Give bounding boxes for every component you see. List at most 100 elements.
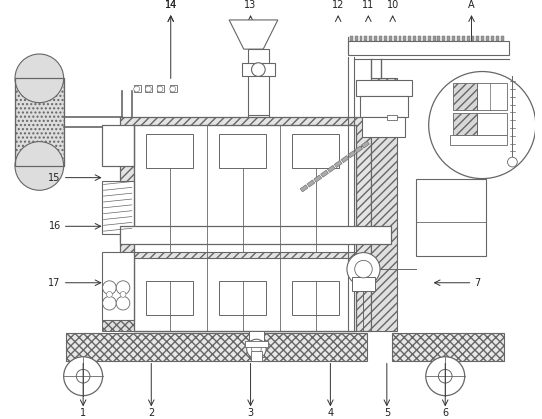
Polygon shape bbox=[334, 160, 342, 168]
Bar bbox=[392, 334, 504, 361]
Polygon shape bbox=[341, 155, 349, 163]
Bar bbox=[486, 36, 489, 41]
Text: 16: 16 bbox=[48, 221, 61, 231]
Bar bbox=[220, 134, 266, 168]
Bar bbox=[447, 36, 450, 41]
Text: 14: 14 bbox=[165, 0, 177, 10]
Bar bbox=[102, 251, 134, 320]
Polygon shape bbox=[300, 185, 308, 192]
Bar bbox=[102, 181, 134, 234]
Bar bbox=[354, 36, 358, 41]
Bar bbox=[120, 226, 391, 244]
Bar bbox=[146, 281, 193, 315]
Polygon shape bbox=[348, 151, 356, 158]
Circle shape bbox=[347, 253, 380, 286]
Bar bbox=[134, 259, 356, 331]
Bar bbox=[496, 36, 499, 41]
Circle shape bbox=[116, 281, 130, 295]
Circle shape bbox=[145, 86, 151, 92]
Bar bbox=[453, 83, 478, 111]
Text: 6: 6 bbox=[442, 408, 448, 418]
Bar bbox=[245, 341, 268, 347]
Circle shape bbox=[429, 72, 535, 178]
Bar bbox=[478, 83, 507, 111]
Bar bbox=[418, 36, 421, 41]
Bar bbox=[428, 36, 431, 41]
Bar bbox=[369, 36, 372, 41]
Bar bbox=[481, 36, 484, 41]
Bar bbox=[472, 36, 474, 41]
Bar bbox=[146, 134, 193, 168]
Bar bbox=[450, 135, 507, 145]
Polygon shape bbox=[321, 170, 328, 177]
Polygon shape bbox=[229, 20, 278, 49]
Circle shape bbox=[438, 370, 452, 383]
Bar bbox=[356, 80, 412, 96]
Text: 8: 8 bbox=[474, 232, 481, 242]
Polygon shape bbox=[354, 146, 363, 153]
Bar bbox=[250, 351, 262, 361]
Bar bbox=[134, 85, 140, 92]
Text: A: A bbox=[468, 0, 475, 10]
Bar bbox=[170, 85, 177, 92]
Bar bbox=[359, 36, 363, 41]
Bar bbox=[393, 36, 397, 41]
Bar bbox=[462, 36, 464, 41]
Bar bbox=[15, 78, 63, 166]
Circle shape bbox=[354, 260, 372, 278]
Bar bbox=[491, 36, 494, 41]
Circle shape bbox=[116, 296, 130, 310]
Bar bbox=[220, 281, 266, 315]
Text: 10: 10 bbox=[386, 0, 399, 10]
Circle shape bbox=[251, 63, 265, 76]
Polygon shape bbox=[327, 166, 335, 173]
Bar bbox=[145, 85, 152, 92]
Text: 12: 12 bbox=[332, 0, 344, 10]
Bar bbox=[379, 36, 382, 41]
Circle shape bbox=[247, 339, 266, 359]
Bar bbox=[413, 36, 416, 41]
Bar bbox=[453, 114, 478, 135]
Bar bbox=[120, 117, 371, 331]
Circle shape bbox=[15, 142, 63, 190]
Bar bbox=[102, 125, 134, 166]
Polygon shape bbox=[362, 141, 369, 148]
Bar bbox=[157, 85, 164, 92]
Text: 7: 7 bbox=[474, 278, 481, 288]
Circle shape bbox=[507, 157, 517, 167]
Bar bbox=[389, 36, 392, 41]
Circle shape bbox=[15, 54, 63, 103]
Text: 13: 13 bbox=[244, 0, 257, 10]
Text: 17: 17 bbox=[48, 278, 61, 288]
Bar bbox=[249, 331, 264, 357]
Bar bbox=[398, 36, 402, 41]
Text: 3: 3 bbox=[248, 408, 254, 418]
Circle shape bbox=[251, 344, 261, 354]
Bar bbox=[242, 63, 275, 76]
Circle shape bbox=[102, 281, 116, 295]
Bar bbox=[371, 78, 397, 331]
Text: 14: 14 bbox=[165, 0, 177, 10]
Circle shape bbox=[76, 370, 90, 383]
Bar bbox=[66, 334, 367, 361]
Bar bbox=[442, 36, 445, 41]
Bar bbox=[102, 320, 134, 331]
Text: 9: 9 bbox=[474, 188, 481, 198]
Text: 1: 1 bbox=[80, 408, 86, 418]
Bar bbox=[248, 49, 269, 115]
Polygon shape bbox=[314, 175, 321, 182]
Bar bbox=[423, 36, 426, 41]
Bar bbox=[350, 36, 353, 41]
Bar bbox=[384, 36, 387, 41]
Circle shape bbox=[102, 296, 116, 310]
Bar bbox=[348, 41, 508, 55]
Bar bbox=[359, 96, 408, 117]
Bar bbox=[403, 36, 406, 41]
Text: 11: 11 bbox=[362, 0, 375, 10]
Circle shape bbox=[426, 357, 464, 396]
Text: 2: 2 bbox=[148, 408, 154, 418]
Bar bbox=[364, 36, 367, 41]
Bar bbox=[416, 178, 486, 256]
Text: 5: 5 bbox=[384, 408, 390, 418]
Bar bbox=[408, 36, 411, 41]
